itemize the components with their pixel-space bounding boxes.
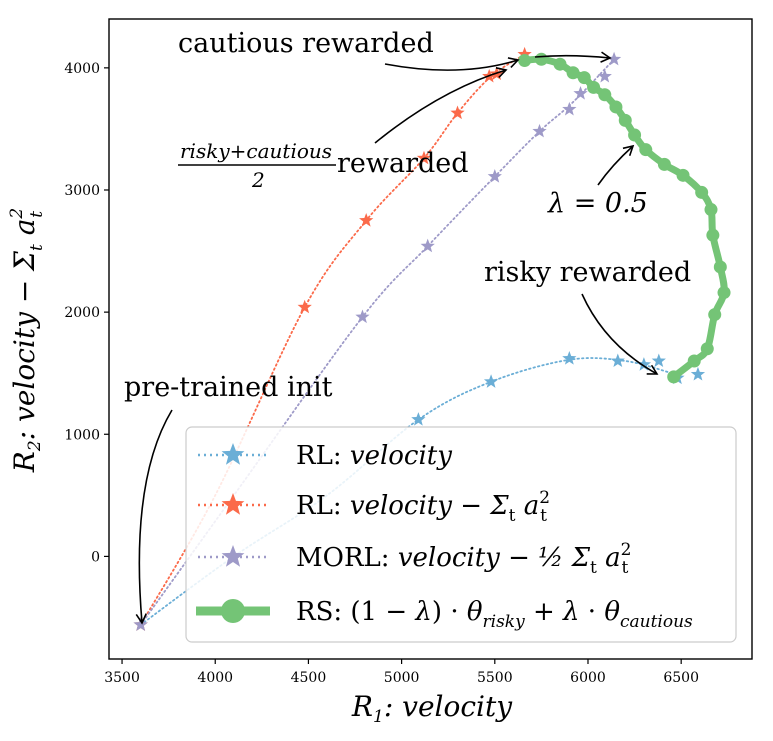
x-tick-label: 4500 [291,670,327,686]
x-tick-label: 5000 [384,670,420,686]
data-point-circle [713,260,727,274]
annotation-pretrained: pre-trained init [124,372,333,625]
data-point-star [420,238,435,253]
legend-box [185,426,737,643]
legend-item-rl-velocity: RL: velocity [198,441,452,471]
data-point-circle [676,168,690,182]
data-point-circle [717,286,731,300]
data-point-circle [704,203,718,217]
data-point-circle [518,54,532,68]
annotation-mixed: risky+cautious 2 rewarded [178,67,508,192]
annotation-risky-text: risky rewarded [484,257,691,288]
data-point-circle [687,354,701,368]
x-tick-label: 6500 [663,670,699,686]
legend-label-rl-velocity: RL: velocity [296,441,452,471]
annotation-cautious: cautious rewarded [178,28,612,71]
legend-label-morl: MORL: velocity − ½ Σt a2 t [296,540,631,578]
x-tick-label: 6000 [570,670,606,686]
data-point-star [355,309,370,324]
data-point-circle [534,52,548,66]
legend-marker-morl [221,545,245,567]
legend-item-rs: RS: (1 − λ) · θrisky + λ · θcautious [196,597,693,632]
y-tick-label: 3000 [64,183,100,199]
data-point-star [411,412,426,426]
data-point-star [606,51,622,66]
annotation-cautious-text: cautious rewarded [178,28,434,59]
data-point-circle [695,185,709,199]
y-axis-label: R2: velocity − Σt a2t [7,208,47,474]
data-point-star [610,353,625,368]
data-point-circle [577,71,591,85]
annotation-lambda: λ = 0.5 [547,144,648,219]
annotation-lambda-text: λ = 0.5 [547,188,648,219]
annotation-mixed-text: rewarded [337,148,469,179]
data-point-star [450,105,465,120]
legend-marker-rl-penalty [221,493,245,515]
data-point-circle [708,308,722,322]
data-point-star [532,123,547,138]
data-point-star [562,351,577,365]
annotation-lambda-arrow [597,144,635,186]
series-line [139,357,673,626]
data-point-circle [553,57,567,71]
legend-label-rs: RS: (1 − λ) · θrisky + λ · θcautious [296,597,693,632]
annotation-mixed-arrow [374,67,508,144]
y-tick-label: 2000 [64,305,100,321]
x-axis-label: R1: velocity [351,690,513,727]
data-point-circle [598,88,612,102]
data-point-star [359,213,374,227]
axes-frame [108,18,753,660]
legend: RL: velocity RL: velocity − Σt a2 t MORL:… [185,426,737,643]
annotation-cautious-arrow [384,57,520,71]
legend-marker-rs [221,599,245,623]
data-point-star [690,366,706,381]
legend-item-morl: MORL: velocity − ½ Σt a2 t [198,540,631,578]
data-point-star [597,68,612,83]
data-point-star [562,101,577,116]
annotation-risky: risky rewarded [484,257,691,375]
data-point-circle [700,342,714,356]
legend-marker-rl-velocity [221,443,245,465]
ticks-layer: 3500 4000 4500 5000 5500 6000 6500 0 1000 2000 300… [64,61,699,686]
data-point-star [651,353,666,368]
data-point-circle [667,370,681,384]
legend-item-rl-penalty: RL: velocity − Σt a2 t [198,488,550,526]
data-point-circle [639,143,653,157]
annotation-risky-arrow [581,293,659,375]
annotation-pretrained-text: pre-trained init [124,372,333,403]
annotation-mixed-numerator: risky+cautious [180,139,332,163]
y-tick-label: 0 [91,549,100,565]
data-point-star [517,46,532,61]
y-tick-label: 4000 [64,61,100,77]
x-tick-label: 3500 [104,670,140,686]
data-point-circle [566,66,580,80]
annotation-pretrained-arrow [135,409,173,625]
annotation-mixed-denominator: 2 [251,168,265,192]
data-point-circle [618,113,632,127]
annotation-cautious-arrow-2 [534,51,612,63]
data-point-star [483,374,499,388]
x-tick-label: 4000 [197,670,233,686]
data-point-star [297,299,312,314]
data-point-circle [628,128,642,142]
data-point-star [416,150,432,165]
data-point-circle [706,228,720,242]
legend-label-rl-penalty: RL: velocity − Σt a2 t [296,488,550,526]
data-point-star [133,617,148,631]
data-point-circle [587,80,601,94]
x-tick-label: 5500 [477,670,513,686]
data-point-star [573,86,588,100]
data-point-star [636,357,652,371]
data-point-star [487,169,502,183]
data-point-circle [609,100,623,114]
data-point-circle [657,157,671,171]
y-tick-label: 1000 [64,427,100,443]
